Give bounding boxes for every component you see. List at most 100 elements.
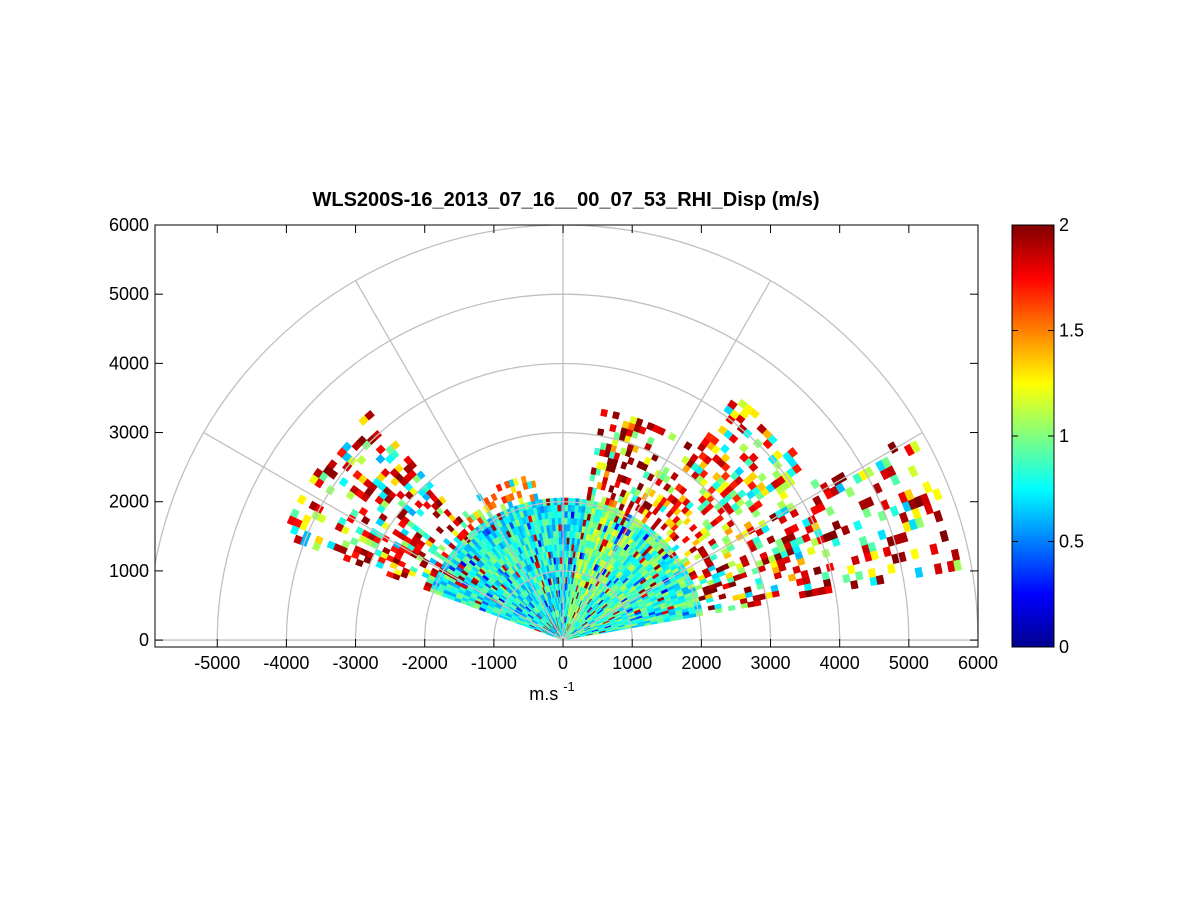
data-cell <box>566 524 571 532</box>
data-cell <box>427 546 437 555</box>
x-tick-label: 6000 <box>958 653 998 673</box>
data-cell <box>376 504 386 514</box>
data-cell <box>880 456 892 469</box>
data-cell <box>757 472 768 483</box>
angle-spoke <box>562 431 923 641</box>
data-cell <box>854 570 864 581</box>
x-tick-label: 1000 <box>612 653 652 673</box>
data-cell <box>636 482 645 492</box>
data-cell <box>621 420 630 430</box>
data-cell <box>612 411 621 420</box>
data-cell <box>719 443 730 454</box>
colorbar-gradient <box>1011 224 1055 648</box>
data-cell <box>737 398 748 410</box>
data-cell <box>681 535 691 544</box>
data-cell <box>334 522 345 533</box>
data-cell <box>345 490 356 501</box>
data-cell <box>939 529 950 543</box>
data-cell <box>308 500 319 512</box>
data-cell <box>326 540 336 550</box>
data-cell <box>620 461 628 470</box>
data-cell <box>461 510 470 519</box>
data-cell <box>529 493 535 502</box>
data-cell <box>766 535 776 545</box>
data-cell <box>686 566 695 574</box>
colorbar-tick-label: 2 <box>1059 215 1069 235</box>
data-cell <box>442 537 452 546</box>
axes-frame <box>154 224 979 648</box>
data-cell <box>311 541 322 552</box>
data-cell <box>654 517 663 526</box>
data-cell <box>747 601 756 608</box>
data-cell <box>608 484 615 494</box>
data-cell <box>643 456 652 466</box>
data-cell <box>661 466 671 476</box>
data-cell <box>727 560 736 569</box>
data-cell <box>563 504 569 512</box>
data-cell <box>567 504 572 512</box>
data-cell <box>499 503 507 512</box>
data-cell <box>683 441 693 451</box>
data-cell <box>787 446 799 458</box>
angle-spoke <box>355 280 564 641</box>
data-cell <box>759 551 769 561</box>
data-cell <box>308 474 319 485</box>
data-cell <box>375 444 386 455</box>
data-cell <box>355 558 364 568</box>
chart-title: WLS200S-16_2013_07_16__00_07_53_RHI_Disp… <box>312 189 819 211</box>
y-tick-label: 0 <box>139 630 149 650</box>
data-cell <box>738 442 749 454</box>
data-cell <box>727 604 736 612</box>
data-cell <box>375 517 385 527</box>
data-cell <box>950 548 961 561</box>
data-cell <box>374 495 385 506</box>
x-axis: -5000 -4000 -3000 -2000 -1000 0 1000 2000 3000 40… <box>194 225 998 673</box>
data-cell <box>701 518 711 528</box>
data-cell <box>495 483 503 492</box>
data-cell <box>714 603 722 610</box>
angle-spoke <box>203 431 564 641</box>
data-cell <box>711 471 722 482</box>
data-cell <box>671 544 680 552</box>
colorbar-ticks: 0 0.5 1 1.5 2 <box>1012 215 1084 657</box>
data-cell <box>293 534 303 545</box>
data-cell <box>397 519 407 529</box>
data-cell <box>392 528 402 538</box>
colorbar: 0 0.5 1 1.5 2 <box>1011 215 1084 657</box>
x-tick-label: 4000 <box>820 653 860 673</box>
data-cell <box>566 537 570 545</box>
data-cell <box>821 571 830 581</box>
data-cell <box>852 520 863 531</box>
data-cell <box>403 455 413 466</box>
data-cell <box>688 523 698 533</box>
data-cell <box>375 561 385 570</box>
data-cell <box>629 486 638 495</box>
data-cell <box>772 449 783 461</box>
data-cell <box>646 421 655 431</box>
data-cell <box>724 571 734 580</box>
data-cell <box>933 563 943 575</box>
x-axis-label-base: m.s <box>529 684 558 704</box>
data-cell <box>435 525 445 535</box>
data-cell <box>810 478 821 490</box>
colorbar-tick-label: 0 <box>1059 637 1069 657</box>
data-cell <box>867 567 877 578</box>
data-cell <box>819 481 831 493</box>
data-cell <box>914 566 924 578</box>
data-cell <box>789 523 800 534</box>
data-cell <box>587 486 593 495</box>
data-cell <box>812 495 823 506</box>
data-cell <box>563 523 568 532</box>
data-cell <box>850 580 859 590</box>
data-cell <box>743 520 753 530</box>
data-cell <box>840 524 851 536</box>
data-cell <box>619 489 627 498</box>
colorbar-tick-label: 1 <box>1059 426 1069 446</box>
data-cell <box>674 483 684 493</box>
data-cell <box>563 530 568 538</box>
data-cell <box>422 585 432 592</box>
data-cell <box>600 496 607 505</box>
data-cell <box>867 541 877 553</box>
data-cell <box>825 505 836 517</box>
data-cell <box>355 526 365 536</box>
